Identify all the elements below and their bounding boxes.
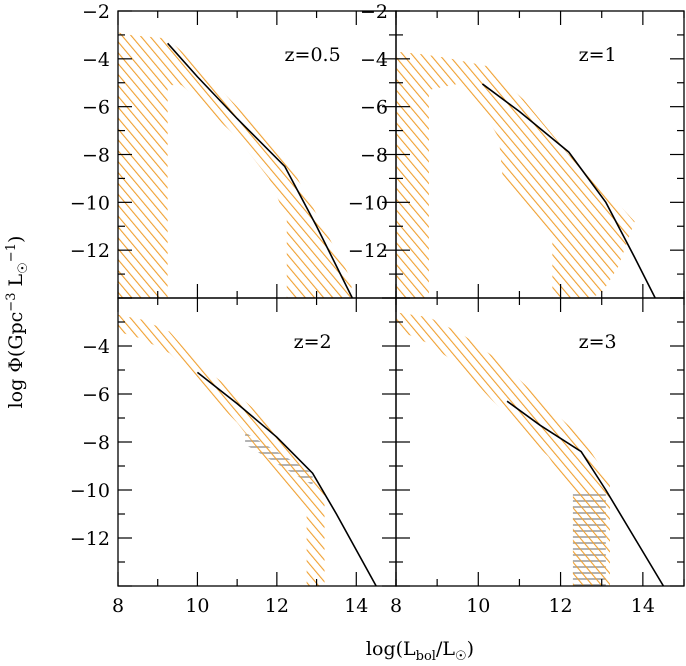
panel-4-xtick-label: 14	[631, 595, 655, 617]
panel-3-label: z=2	[294, 331, 332, 353]
panel-2-plot-area	[396, 51, 656, 298]
panel-2-ytick-label: −10	[348, 192, 388, 214]
panel-1-ytick-label: −10	[70, 192, 110, 214]
panel-3-ytick-label: −4	[82, 336, 110, 358]
y-axis-title-sun: ☉	[16, 262, 31, 274]
panel-1-model-line	[167, 42, 354, 298]
panel-3-xtick-label: 8	[112, 595, 124, 617]
panel-4-label: z=3	[579, 331, 617, 353]
panel-2-label: z=1	[579, 44, 617, 66]
x-axis-title-sun: ☉	[455, 649, 467, 661]
panel-4-plot-area	[396, 312, 665, 586]
axis-titles: log(Lbol/L☉) log Φ(Gpc−3 L☉−1)	[4, 236, 474, 664]
panel-3-xtick-label: 12	[265, 595, 289, 617]
y-axis-title-suffix: )	[5, 236, 27, 243]
panel-3-band-1	[118, 314, 325, 586]
panel-3-ytick-label: −10	[70, 480, 110, 502]
x-axis-title: log(Lbol/L☉)	[366, 638, 474, 661]
y-axis-title-sup2: −1	[4, 243, 19, 262]
y-axis-title: log Φ(Gpc−3 L☉−1)	[4, 236, 31, 409]
panel-2: −2 −4 −6 −8 −10 −12 z=1	[348, 1, 685, 299]
panel-4-xtick-label: 12	[548, 595, 572, 617]
panel-3-plot-area	[118, 314, 377, 586]
panel-3-ytick-label: −6	[82, 384, 110, 406]
panel-4-xtick-label: 10	[466, 595, 490, 617]
x-axis-title-suffix: )	[467, 638, 474, 660]
panel-2-ytick-label: −8	[360, 145, 388, 167]
x-axis-title-prefix: log(L	[366, 638, 416, 660]
panel-3: −4 −6 −8 −10 −12 z=2 8 10 12 14	[70, 297, 397, 617]
panel-2-band-1	[396, 51, 635, 298]
panel-2-ytick-label: −4	[360, 49, 388, 71]
y-axis-title-mid: L	[5, 273, 27, 292]
panel-3-ytick-label: −8	[82, 432, 110, 454]
panel-4: z=3 8 10 12 14	[390, 297, 685, 617]
panel-2-ytick-label: −6	[360, 97, 388, 119]
panel-1-band-1	[118, 32, 353, 298]
panel-1-plot-area	[118, 32, 354, 298]
panel-4-xtick-label: 8	[390, 595, 402, 617]
panel-3-model-line	[196, 371, 377, 586]
panel-2-ytick-label: −12	[348, 240, 388, 262]
panel-1-ytick-label: −8	[82, 145, 110, 167]
panel-1-ytick-label: −2	[82, 1, 110, 23]
panel-1-ytick-label: −6	[82, 97, 110, 119]
panel-2-model-line	[481, 83, 656, 298]
panel-2-ytick-label: −2	[360, 1, 388, 23]
panel-3-xtick-label: 10	[185, 595, 209, 617]
y-axis-title-prefix: log Φ(Gpc	[5, 312, 27, 409]
panel-3-xtick-label: 14	[344, 595, 368, 617]
x-axis-title-sub: bol	[416, 649, 436, 661]
panel-1-ytick-label: −4	[82, 49, 110, 71]
x-axis-title-mid: /L	[436, 638, 455, 660]
panel-1-ytick-label: −12	[70, 240, 110, 262]
panel-1-label: z=0.5	[285, 44, 341, 66]
panel-3-ytick-label: −12	[70, 528, 110, 550]
panel-4-model-line	[506, 400, 665, 586]
y-axis-title-sup: −3	[4, 293, 19, 312]
panels-group: −2 −4 −6 −8 −10 −12 z=0.5 −2 −4 −6 −8 −10 −12 z=1 −4 −6…	[70, 1, 685, 617]
panel-4-band-1	[396, 312, 610, 586]
panel-1: −2 −4 −6 −8 −10 −12 z=0.5	[70, 1, 397, 299]
